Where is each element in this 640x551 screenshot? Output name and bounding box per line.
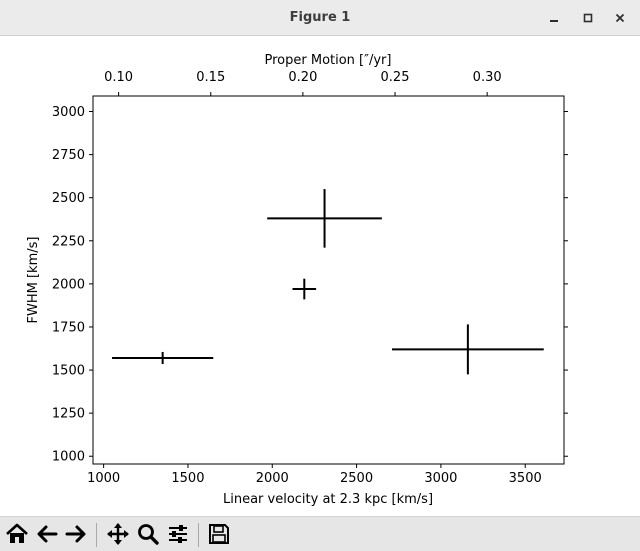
move-icon	[107, 523, 129, 545]
x-tick-label: 3500	[509, 471, 542, 486]
figure-canvas: 1000 1500 2000 2500 3000 3500 1000 1250 1500 175…	[0, 37, 640, 515]
save-button[interactable]	[205, 520, 233, 548]
y-tick-label: 1750	[52, 320, 85, 335]
window-title: Figure 1	[289, 10, 351, 25]
x2-tick-label: 0.15	[196, 70, 225, 85]
maximize-button[interactable]	[578, 8, 598, 28]
x2-tick-label: 0.25	[381, 70, 410, 85]
maximize-icon	[583, 13, 593, 23]
magnifier-icon	[138, 524, 159, 545]
y-tick-label: 3000	[52, 105, 85, 120]
plot-area	[92, 95, 565, 465]
floppy-disk-icon	[209, 524, 229, 544]
x-tick-label: 1000	[87, 471, 120, 486]
minimize-icon	[550, 20, 558, 22]
y-tick-label: 1500	[52, 364, 85, 379]
x2-tick-label: 0.20	[288, 70, 317, 85]
x-axis-ticks: 1000 1500 2000 2500 3000 3500	[87, 464, 542, 486]
y-tick-label: 2250	[52, 234, 85, 249]
navigation-toolbar	[0, 516, 640, 551]
errorbar-point	[267, 189, 382, 248]
errorbar-series	[112, 189, 544, 375]
x2-axis-ticks: 0.10 0.15 0.20 0.25 0.30	[104, 70, 502, 96]
home-button[interactable]	[3, 520, 31, 548]
arrow-left-icon	[37, 525, 58, 543]
close-icon	[615, 13, 625, 23]
x2-tick-label: 0.30	[473, 70, 502, 85]
y-tick-label: 2500	[52, 191, 85, 206]
sliders-icon	[169, 525, 187, 543]
y-tick-label: 2000	[52, 277, 85, 292]
x-tick-label: 2500	[340, 471, 373, 486]
y-tick-label: 1000	[52, 450, 85, 465]
x-tick-label: 1500	[171, 471, 204, 486]
x2-axis-label: Proper Motion [″/yr]	[265, 53, 392, 68]
minimize-button[interactable]	[544, 8, 564, 28]
toolbar-separator	[96, 523, 97, 547]
errorbar-point	[112, 351, 214, 365]
configure-subplots-button[interactable]	[164, 520, 192, 548]
y-tick-label: 1250	[52, 407, 85, 422]
home-icon	[6, 523, 28, 543]
errorbar-point	[391, 324, 544, 375]
y-axis-ticks: 1000 1250 1500 1750 2000 2250 2500 2750 3000	[52, 105, 568, 465]
back-button[interactable]	[33, 520, 61, 548]
title-bar: Figure 1	[0, 0, 640, 36]
x-tick-label: 3000	[424, 471, 457, 486]
chart: 1000 1500 2000 2500 3000 3500 1000 1250 1500 175…	[26, 53, 568, 507]
x2-tick-label: 0.10	[104, 70, 133, 85]
y-tick-label: 2750	[52, 148, 85, 163]
x-axis-label: Linear velocity at 2.3 kpc [km/s]	[223, 492, 433, 507]
y-axis-label: FWHM [km/s]	[26, 237, 41, 324]
pan-button[interactable]	[104, 520, 132, 548]
x-tick-label: 2000	[256, 471, 289, 486]
errorbar-point	[292, 278, 317, 300]
close-button[interactable]	[610, 8, 630, 28]
arrow-right-icon	[65, 525, 86, 543]
toolbar-separator	[198, 523, 199, 547]
forward-button[interactable]	[62, 520, 90, 548]
zoom-button[interactable]	[134, 520, 162, 548]
